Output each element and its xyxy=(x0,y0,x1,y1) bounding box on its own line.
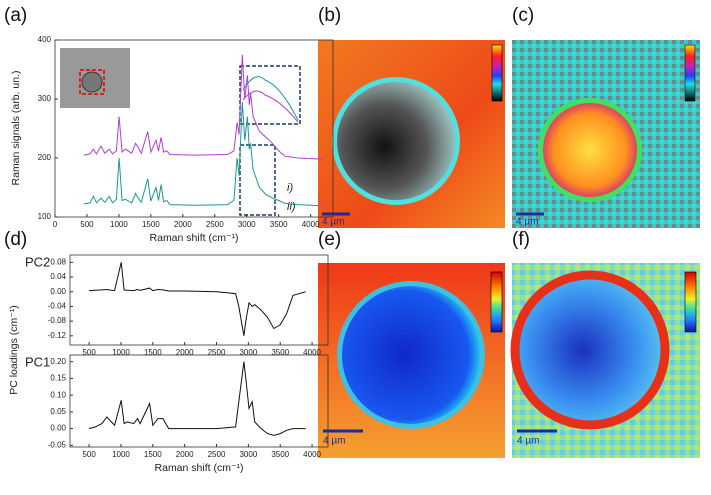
y-tick-label: 0.04 xyxy=(50,272,66,281)
x-tick-label: 2500 xyxy=(208,348,226,357)
series-line xyxy=(83,101,324,207)
series-line xyxy=(83,54,324,160)
y-tick-label: 0.00 xyxy=(50,287,66,296)
annotation: i) xyxy=(287,182,293,194)
panel-label: (f) xyxy=(512,229,530,250)
y-tick-label: -0.12 xyxy=(48,331,67,340)
scale-bar-label: 4 µm xyxy=(517,436,539,447)
chart-title: PC1 xyxy=(25,354,50,369)
x-axis-title: Raman shift (cm⁻¹) xyxy=(155,462,244,474)
y-tick-label: 300 xyxy=(38,94,52,103)
panel-label: (d) xyxy=(4,229,27,250)
x-tick-label: 500 xyxy=(82,348,96,357)
x-tick-label: 3500 xyxy=(271,348,289,357)
panel-label: (e) xyxy=(318,229,341,250)
y-tick-label: 0.20 xyxy=(50,357,66,366)
panel-label: (a) xyxy=(4,5,27,26)
y-tick-label: 0.05 xyxy=(50,407,66,416)
plot-frame xyxy=(69,254,329,346)
y-axis-title: Raman signals (arb. un.) xyxy=(10,71,22,186)
y-tick-label: 400 xyxy=(38,35,52,44)
annotation: ii) xyxy=(287,201,296,213)
x-tick-label: 3500 xyxy=(271,450,289,459)
heatmap-b xyxy=(318,40,505,228)
y-axis-title: PC loadings (cm⁻¹) xyxy=(8,305,20,395)
x-tick-label: 2000 xyxy=(174,220,192,229)
scale-bar-label: 4 µm xyxy=(323,436,345,447)
x-tick-label: 1000 xyxy=(112,348,130,357)
x-axis-title: Raman shift (cm⁻¹) xyxy=(150,232,239,244)
y-tick-label: -0.08 xyxy=(48,316,67,325)
x-tick-label: 2500 xyxy=(208,450,226,459)
x-tick-label: 4000 xyxy=(302,220,320,229)
x-tick-label: 1000 xyxy=(112,450,130,459)
x-tick-label: 1500 xyxy=(144,450,162,459)
plot-frame xyxy=(54,39,334,218)
y-tick-label: 0.00 xyxy=(50,424,66,433)
x-tick-label: 500 xyxy=(80,220,94,229)
x-tick-label: 1000 xyxy=(110,220,128,229)
y-tick-label: -0.05 xyxy=(48,440,67,449)
y-tick-label: 0.08 xyxy=(50,257,66,266)
y-tick-label: 0.15 xyxy=(50,374,66,383)
scale-bar-label: 4 µm xyxy=(516,217,538,228)
heatmap-c xyxy=(512,40,700,228)
heatmap-e xyxy=(318,263,505,458)
x-tick-label: 1500 xyxy=(144,348,162,357)
x-tick-label: 500 xyxy=(82,450,96,459)
x-tick-label: 3000 xyxy=(239,348,257,357)
x-tick-label: 1500 xyxy=(142,220,160,229)
series-line xyxy=(89,262,306,336)
x-tick-label: 3000 xyxy=(238,220,256,229)
y-tick-label: 0.10 xyxy=(50,390,66,399)
x-tick-label: 4000 xyxy=(303,450,321,459)
series-line xyxy=(88,361,306,436)
y-tick-label: 200 xyxy=(38,153,52,162)
y-tick-label: 100 xyxy=(38,212,52,221)
scale-bar-label: 4 µm xyxy=(322,217,344,228)
panel-label: (c) xyxy=(512,5,534,26)
plot-frame xyxy=(69,354,329,448)
x-tick-label: 4000 xyxy=(303,348,321,357)
x-tick-label: 3500 xyxy=(270,220,288,229)
x-tick-label: 2000 xyxy=(176,450,194,459)
heatmap-f xyxy=(510,263,700,458)
x-tick-label: 0 xyxy=(53,220,58,229)
x-tick-label: 2500 xyxy=(206,220,224,229)
x-tick-label: 3000 xyxy=(239,450,257,459)
panel-label: (b) xyxy=(318,5,341,26)
y-tick-label: -0.04 xyxy=(48,302,67,311)
inset xyxy=(60,48,301,216)
x-tick-label: 2000 xyxy=(176,348,194,357)
chart-title: PC2 xyxy=(25,254,50,269)
